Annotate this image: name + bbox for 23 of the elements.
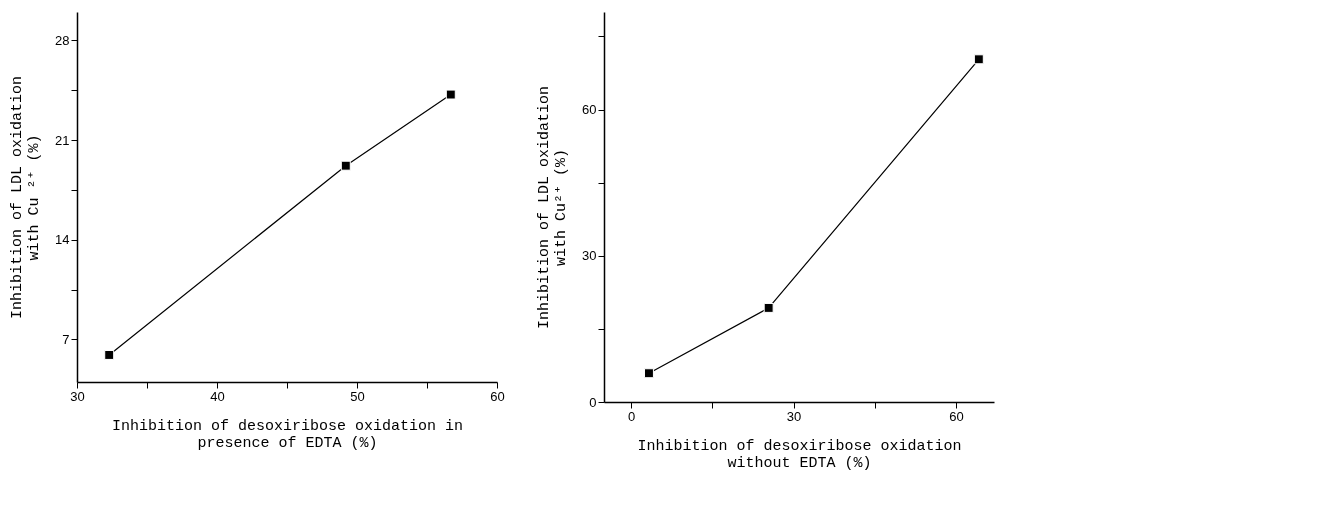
point	[104, 349, 115, 360]
y-tick-label: 30	[582, 248, 597, 264]
point	[643, 368, 654, 379]
x-axis-title: Inhibition of desoxiribose oxidation in presence of EDTA (%)	[111, 417, 464, 452]
x-tick-label: 30	[786, 408, 802, 424]
x-tick-label: 30	[70, 388, 85, 404]
x-tick-label: 50	[350, 388, 365, 404]
y-tick-label: 7	[62, 331, 70, 347]
point	[340, 160, 351, 171]
x-tick-label: 0	[627, 408, 636, 424]
point	[763, 302, 774, 313]
y-axis-title: Inhibition of LDL oxidation with Cu ²⁺ (%)	[9, 75, 44, 320]
y-tick-label: 21	[55, 132, 70, 148]
x-tick-label: 60	[490, 388, 505, 404]
y-axis-title: Inhibition of LDL oxidation with Cu²⁺ (%)	[536, 85, 571, 330]
y-tick-label: 28	[55, 32, 70, 48]
y-tick-label: 60	[582, 102, 597, 117]
x-tick-label: 40	[210, 388, 225, 404]
y-tick-label: 14	[55, 232, 70, 248]
point	[445, 89, 456, 100]
x-axis-title: Inhibition of desoxiribose oxidation without EDTA (%)	[637, 437, 962, 472]
x-tick-label: 60	[949, 408, 964, 424]
point	[973, 54, 984, 65]
